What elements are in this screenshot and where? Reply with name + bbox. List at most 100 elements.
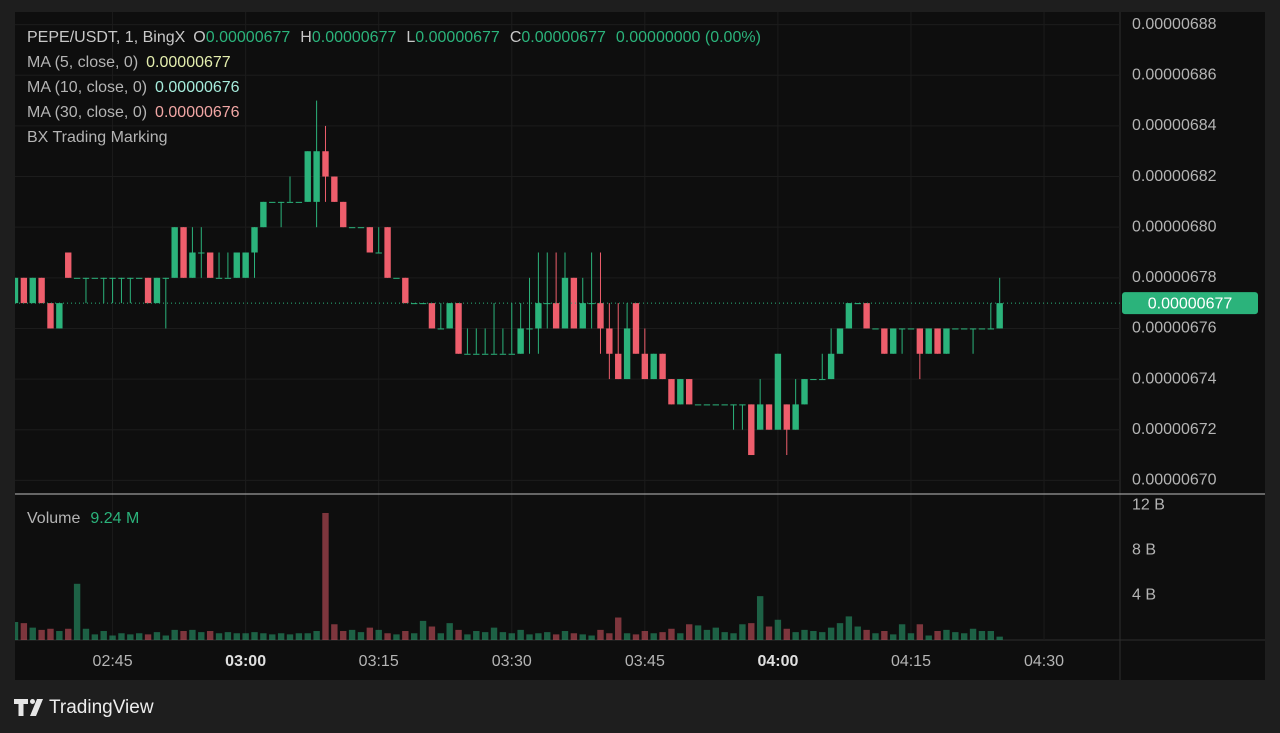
change: 0.00000000 (0.00%) bbox=[616, 29, 761, 46]
candle-body bbox=[428, 303, 436, 329]
candle-body bbox=[73, 277, 81, 279]
candle-body bbox=[907, 328, 915, 330]
volume-bar bbox=[215, 633, 223, 640]
candle-body bbox=[260, 201, 267, 228]
volume-bar bbox=[109, 635, 116, 640]
volume-legend: Volume 9.24 M bbox=[27, 510, 139, 527]
candle-body bbox=[978, 328, 986, 330]
candle-body bbox=[890, 328, 897, 354]
ohlc-value: 0.00000677 bbox=[521, 29, 606, 46]
footer-brand: TradingView bbox=[49, 697, 154, 718]
candle-body bbox=[464, 353, 471, 355]
volume-bar bbox=[171, 629, 178, 640]
volume-bar bbox=[419, 620, 427, 640]
volume-bar bbox=[943, 629, 950, 640]
candle-body bbox=[499, 353, 507, 355]
candle-body bbox=[836, 328, 844, 354]
volume-bar bbox=[348, 629, 356, 640]
indicator: MA (10, close, 0) 0.00000676 bbox=[27, 79, 240, 96]
volume-bar bbox=[73, 583, 81, 640]
candle-body bbox=[898, 328, 906, 330]
candle-body bbox=[136, 277, 143, 279]
candle-body bbox=[854, 303, 861, 305]
volume-bar bbox=[499, 632, 507, 640]
candle-body bbox=[996, 303, 1003, 329]
volume-bar bbox=[366, 627, 374, 640]
volume-bar bbox=[703, 629, 711, 640]
candle-body bbox=[694, 404, 702, 406]
volume-bar bbox=[739, 624, 746, 640]
volume-bar bbox=[756, 596, 764, 640]
volume-bar bbox=[322, 512, 329, 640]
volume-bar bbox=[198, 632, 205, 640]
volume-bar bbox=[544, 632, 551, 640]
volume-bar bbox=[623, 633, 631, 640]
candle-body bbox=[969, 328, 977, 330]
candle-body bbox=[366, 227, 374, 253]
header: PEPE/USDT, 1, BingX O0.00000677 H0.0000067… bbox=[27, 29, 761, 46]
candle-body bbox=[144, 277, 152, 304]
candle-body bbox=[153, 277, 161, 304]
volume-bar bbox=[694, 625, 702, 640]
volume-bar bbox=[907, 633, 915, 640]
volume-bar bbox=[340, 631, 347, 640]
volume-bar bbox=[464, 634, 471, 640]
y-tick-label: 0.00000676 bbox=[1132, 320, 1217, 337]
volume-bar bbox=[916, 624, 924, 640]
volume-bar bbox=[304, 633, 311, 640]
candle-body bbox=[792, 404, 799, 430]
volume-bar bbox=[677, 633, 684, 640]
volume-bar bbox=[898, 624, 906, 640]
x-tick-label: 03:00 bbox=[225, 653, 266, 670]
volume-bar bbox=[29, 627, 36, 640]
candle-body bbox=[446, 303, 453, 329]
candle-body bbox=[934, 328, 941, 354]
volume-tick-label: 8 B bbox=[1132, 541, 1156, 558]
volume-bar bbox=[712, 627, 719, 640]
candle-body bbox=[756, 404, 764, 430]
candle-body bbox=[774, 353, 782, 430]
candle-body bbox=[659, 353, 666, 380]
indicator-name: MA (10, close, 0) bbox=[27, 79, 147, 96]
last-price-label: 0.00000677 bbox=[1148, 295, 1233, 312]
volume-bar bbox=[127, 634, 134, 640]
volume-bar bbox=[393, 634, 400, 640]
ohlc-key: H bbox=[300, 29, 312, 46]
candle-body bbox=[29, 277, 36, 304]
candle-body bbox=[783, 404, 790, 430]
volume-bar bbox=[872, 633, 879, 640]
candle-body bbox=[455, 303, 462, 354]
candle-body bbox=[819, 379, 826, 381]
candle-body bbox=[171, 227, 178, 278]
candle-body bbox=[304, 151, 311, 202]
candle-body bbox=[845, 303, 853, 329]
volume-bar bbox=[668, 628, 675, 640]
candle-body bbox=[606, 328, 613, 354]
volume-bar bbox=[286, 634, 294, 640]
candle-body bbox=[872, 328, 879, 330]
volume-bar bbox=[233, 633, 240, 640]
volume-bar bbox=[118, 633, 125, 640]
candle-body bbox=[411, 303, 418, 305]
y-tick-label: 0.00000674 bbox=[1132, 370, 1217, 387]
volume-bar bbox=[82, 628, 90, 640]
volume-current: 9.24 M bbox=[90, 510, 139, 527]
volume-bar bbox=[260, 633, 267, 640]
volume-bar bbox=[65, 628, 72, 640]
y-tick-label: 0.00000678 bbox=[1132, 269, 1217, 286]
volume-bar bbox=[446, 623, 453, 640]
ohlc-value: 0.00000677 bbox=[206, 29, 291, 46]
volume-bar bbox=[552, 634, 560, 640]
candle-body bbox=[375, 252, 382, 254]
candle-body bbox=[162, 277, 169, 279]
ohlc-key: L bbox=[406, 29, 415, 46]
y-tick-label: 0.00000680 bbox=[1132, 218, 1217, 235]
y-tick-label: 0.00000682 bbox=[1132, 168, 1217, 185]
candle-body bbox=[47, 303, 54, 329]
volume-bar bbox=[641, 631, 649, 640]
candle-body bbox=[801, 379, 808, 405]
x-tick-label: 02:45 bbox=[93, 653, 133, 670]
x-tick-label: 04:30 bbox=[1024, 653, 1064, 670]
candle-body bbox=[632, 303, 640, 354]
